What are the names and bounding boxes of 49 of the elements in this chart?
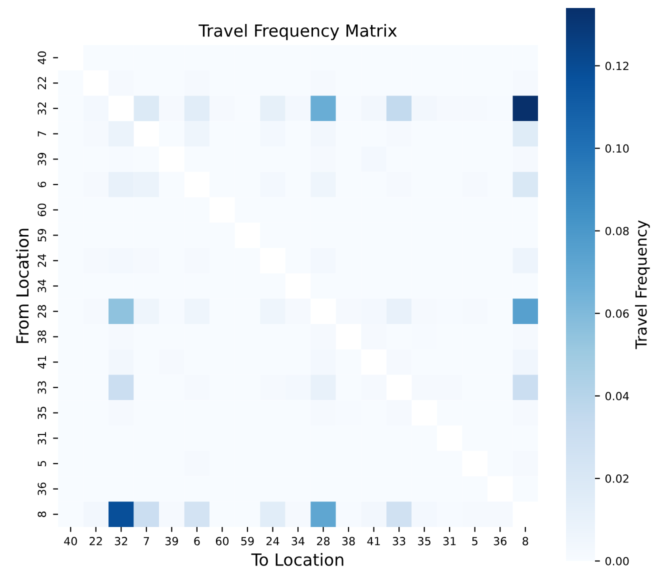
x-axis-title: To Location [251,553,344,566]
x-tick-label: 39 [165,536,178,546]
x-tick-label: 32 [114,536,128,546]
x-tick-label: 38 [342,536,355,546]
y-tick-label: 32 [38,102,46,115]
y-tick-label: 24 [38,254,46,267]
x-tick-label: 36 [494,536,506,546]
x-tick-label: 31 [443,536,456,546]
x-tick-label: 35 [418,536,430,546]
color-bar-title: Travel Frequency [635,220,650,350]
color-bar-label: 0.04 [605,392,629,400]
x-tick-label: 28 [317,536,330,546]
y-tick-label: 5 [38,461,46,466]
color-bar-label: 0.00 [605,556,629,566]
y-tick-label: 6 [38,182,46,188]
y-tick-label: 28 [38,305,46,318]
y-axis-title: From Location [16,228,29,343]
color-bar-label: 0.12 [605,62,628,70]
x-tick-label: 40 [64,536,77,546]
y-tick-label: 39 [38,152,46,166]
x-tick-label: 59 [241,536,254,546]
color-bar-label: 0.02 [605,474,628,483]
color-bar-label: 0.06 [605,309,629,318]
y-tick-label: 41 [38,356,46,369]
x-tick-label: 33 [392,536,406,546]
x-tick-label: 5 [472,537,478,546]
y-tick-label: 35 [38,406,46,420]
x-tick-label: 22 [90,536,102,546]
color-bar-label: 0.08 [605,226,629,236]
y-tick-label: 31 [38,432,46,444]
x-tick-label: 60 [216,536,229,546]
chart-title: Travel Frequency Matrix [198,24,397,40]
y-tick-label: 7 [38,131,46,136]
y-tick-label: 59 [38,228,46,242]
y-tick-label: 33 [38,381,46,394]
y-tick-label: 40 [38,51,46,64]
y-tick-label: 60 [38,204,46,216]
x-tick-label: 8 [522,536,528,546]
x-tick-label: 24 [266,536,280,546]
x-tick-label: 6 [194,536,200,546]
x-tick-label: 41 [367,537,380,546]
y-tick-label: 22 [38,77,46,90]
x-tick-label: 34 [292,536,304,546]
y-tick-label: 38 [38,330,46,343]
x-tick-label: 7 [144,537,150,546]
y-tick-label: 36 [38,482,46,496]
color-bar-label: 0.10 [605,144,629,153]
y-tick-label: 8 [38,512,46,518]
y-tick-label: 34 [38,280,46,292]
